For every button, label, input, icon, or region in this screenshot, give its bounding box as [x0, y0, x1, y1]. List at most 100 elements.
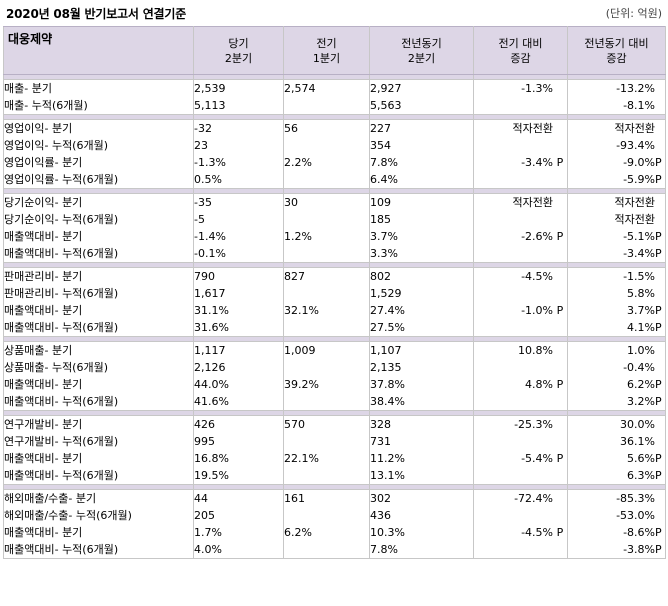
table-row: 매출- 누적(6개월) 5,113 5,563 -8.1%	[3, 97, 666, 115]
row-label: 해외매출/수출- 누적(6개월)	[3, 507, 194, 524]
row-label: 영업이익률- 분기	[3, 154, 194, 171]
cell-yoy-change: 36.1%	[567, 433, 666, 450]
cell-qoq-change: 10.8%	[473, 341, 568, 359]
cell-yoy-change: -3.4%P	[567, 245, 666, 263]
cell-prior-year-quarter: 731	[369, 433, 474, 450]
cell-qoq-change-value: 4.8%	[525, 378, 553, 391]
cell-yoy-change-value: 3.7%	[627, 304, 655, 317]
table-row: 매출액대비- 분기 1.7% 6.2% 10.3% -4.5% P -8.6%P	[3, 524, 666, 541]
cell-current-quarter: 790	[193, 267, 284, 285]
cell-yoy-change: -5.9%P	[567, 171, 666, 189]
cell-qoq-change: 적자전환	[473, 119, 568, 137]
cell-yoy-change-value: -93.4%	[616, 139, 655, 152]
percent-point-marker: P	[655, 173, 662, 186]
cell-yoy-change: 5.6%P	[567, 450, 666, 467]
cell-prior-quarter: 22.1%	[283, 450, 370, 467]
cell-prior-quarter	[283, 467, 370, 485]
cell-prior-quarter: 1.2%	[283, 228, 370, 245]
cell-current-quarter: -0.1%	[193, 245, 284, 263]
cell-yoy-change: 5.8%	[567, 285, 666, 302]
cell-yoy-change-value: -0.4%	[623, 361, 655, 374]
table-row: 판매관리비- 분기 790 827 802 -4.5% -1.5%	[3, 267, 666, 285]
cell-yoy-change-value: 4.1%	[627, 321, 655, 334]
cell-prior-year-quarter: 354	[369, 137, 474, 154]
cell-yoy-change: -5.1%P	[567, 228, 666, 245]
cell-prior-year-quarter: 7.8%	[369, 154, 474, 171]
row-label: 당기순이익- 누적(6개월)	[3, 211, 194, 228]
cell-yoy-change-value: 5.6%	[627, 452, 655, 465]
cell-yoy-change: 6.2%P	[567, 376, 666, 393]
cell-qoq-change-value: -72.4%	[514, 492, 553, 505]
header-current-quarter: 당기 2분기	[193, 26, 284, 75]
cell-yoy-change: -8.1%	[567, 97, 666, 115]
cell-yoy-change-value: -3.4%	[623, 247, 655, 260]
cell-current-quarter: 426	[193, 415, 284, 433]
cell-qoq-change	[473, 171, 568, 189]
cell-qoq-change	[473, 285, 568, 302]
percent-point-marker: P	[655, 304, 662, 317]
cell-qoq-change	[473, 467, 568, 485]
table-row: 영업이익률- 분기 -1.3% 2.2% 7.8% -3.4% P -9.0%P	[3, 154, 666, 171]
table-row: 매출액대비- 누적(6개월) 41.6% 38.4% 3.2%P	[3, 393, 666, 411]
group-separator	[3, 74, 666, 80]
cell-yoy-change-value: 적자전환	[614, 196, 655, 209]
cell-current-quarter: -1.3%	[193, 154, 284, 171]
cell-yoy-change-value: -3.8%	[623, 543, 655, 556]
table-row: 연구개발비- 분기 426 570 328 -25.3% 30.0%	[3, 415, 666, 433]
cell-current-quarter: 23	[193, 137, 284, 154]
percent-point-marker: P	[655, 452, 662, 465]
row-label: 매출액대비- 분기	[3, 450, 194, 467]
table-row: 영업이익률- 누적(6개월) 0.5% 6.4% -5.9%P	[3, 171, 666, 189]
row-label: 판매관리비- 누적(6개월)	[3, 285, 194, 302]
cell-prior-quarter	[283, 359, 370, 376]
cell-prior-quarter: 1,009	[283, 341, 370, 359]
cell-yoy-change: -13.2%	[567, 79, 666, 97]
cell-current-quarter: 205	[193, 507, 284, 524]
cell-prior-quarter: 56	[283, 119, 370, 137]
cell-current-quarter: 19.5%	[193, 467, 284, 485]
cell-prior-year-quarter: 328	[369, 415, 474, 433]
cell-prior-quarter	[283, 97, 370, 115]
cell-prior-quarter	[283, 433, 370, 450]
table-row: 매출액대비- 누적(6개월) -0.1% 3.3% -3.4%P	[3, 245, 666, 263]
cell-qoq-change	[473, 359, 568, 376]
cell-yoy-change-value: -8.6%	[623, 526, 655, 539]
cell-current-quarter: 1,617	[193, 285, 284, 302]
cell-qoq-change: -2.6% P	[473, 228, 568, 245]
table-row: 해외매출/수출- 누적(6개월) 205 436 -53.0%	[3, 507, 666, 524]
percent-point-marker: P	[556, 156, 564, 169]
cell-current-quarter: 5,113	[193, 97, 284, 115]
percent-point-marker: P	[655, 321, 662, 334]
cell-prior-year-quarter: 185	[369, 211, 474, 228]
cell-prior-quarter: 827	[283, 267, 370, 285]
table-body: 매출- 분기 2,539 2,574 2,927 -1.3% -13.2% 매출- 누적(6…	[3, 74, 666, 559]
cell-yoy-change: 적자전환	[567, 211, 666, 228]
cell-prior-quarter: 6.2%	[283, 524, 370, 541]
cell-prior-quarter	[283, 171, 370, 189]
cell-yoy-change-value: 3.2%	[627, 395, 655, 408]
cell-prior-quarter: 30	[283, 193, 370, 211]
financial-table: 대웅제약 당기 2분기 전기 1분기 전년동기 2분기 전기 대비 증감 전년동기 대비…	[3, 26, 666, 559]
cell-yoy-change-value: 5.8%	[627, 287, 655, 300]
cell-prior-year-quarter: 3.3%	[369, 245, 474, 263]
cell-prior-year-quarter: 11.2%	[369, 450, 474, 467]
cell-qoq-change-value: -1.0%	[521, 304, 553, 317]
group-separator	[3, 262, 666, 268]
cell-yoy-change: 30.0%	[567, 415, 666, 433]
cell-qoq-change: -4.5% P	[473, 524, 568, 541]
cell-prior-year-quarter: 38.4%	[369, 393, 474, 411]
cell-yoy-change-value: 1.0%	[627, 344, 655, 357]
cell-yoy-change: -9.0%P	[567, 154, 666, 171]
cell-yoy-change: -1.5%	[567, 267, 666, 285]
cell-yoy-change-value: 6.3%	[627, 469, 655, 482]
percent-point-marker: P	[655, 469, 662, 482]
table-row: 매출액대비- 누적(6개월) 4.0% 7.8% -3.8%P	[3, 541, 666, 559]
cell-prior-year-quarter: 109	[369, 193, 474, 211]
percent-point-marker: P	[655, 543, 662, 556]
cell-prior-year-quarter: 27.5%	[369, 319, 474, 337]
company-name: 대웅제약	[3, 26, 194, 75]
row-label: 영업이익- 누적(6개월)	[3, 137, 194, 154]
row-label: 매출액대비- 누적(6개월)	[3, 541, 194, 559]
cell-current-quarter: 0.5%	[193, 171, 284, 189]
cell-qoq-change: -25.3%	[473, 415, 568, 433]
